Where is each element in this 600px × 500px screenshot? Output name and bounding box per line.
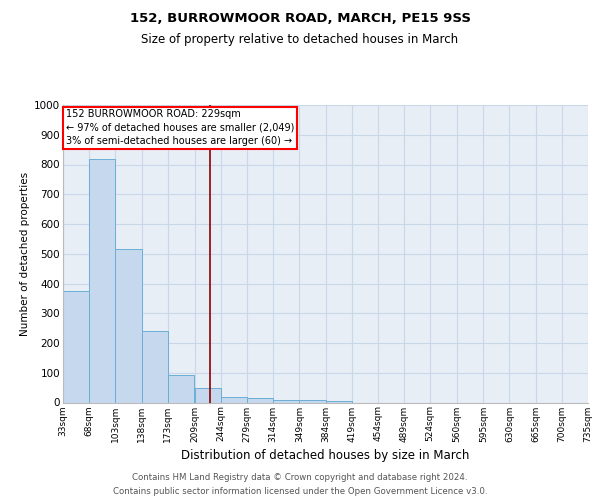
Bar: [115, 250, 142, 402]
Text: Contains public sector information licensed under the Open Government Licence v3: Contains public sector information licen…: [113, 488, 487, 496]
Bar: [142, 331, 168, 402]
Bar: [89, 158, 115, 402]
Bar: [247, 398, 273, 402]
Bar: [221, 396, 247, 402]
Bar: [63, 291, 89, 403]
Bar: [273, 400, 299, 402]
Text: 152 BURROWMOOR ROAD: 229sqm
← 97% of detached houses are smaller (2,049)
3% of s: 152 BURROWMOOR ROAD: 229sqm ← 97% of det…: [65, 110, 294, 146]
Y-axis label: Number of detached properties: Number of detached properties: [20, 172, 30, 336]
X-axis label: Distribution of detached houses by size in March: Distribution of detached houses by size …: [181, 448, 470, 462]
Bar: [299, 400, 325, 402]
Bar: [168, 375, 194, 402]
Bar: [325, 401, 352, 402]
Text: Contains HM Land Registry data © Crown copyright and database right 2024.: Contains HM Land Registry data © Crown c…: [132, 472, 468, 482]
Text: Size of property relative to detached houses in March: Size of property relative to detached ho…: [142, 32, 458, 46]
Text: 152, BURROWMOOR ROAD, MARCH, PE15 9SS: 152, BURROWMOOR ROAD, MARCH, PE15 9SS: [130, 12, 470, 26]
Bar: [194, 388, 221, 402]
